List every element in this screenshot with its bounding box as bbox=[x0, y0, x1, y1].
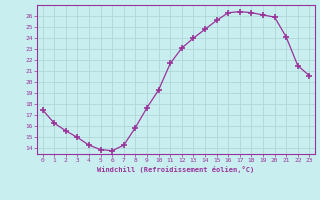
X-axis label: Windchill (Refroidissement éolien,°C): Windchill (Refroidissement éolien,°C) bbox=[97, 166, 255, 173]
